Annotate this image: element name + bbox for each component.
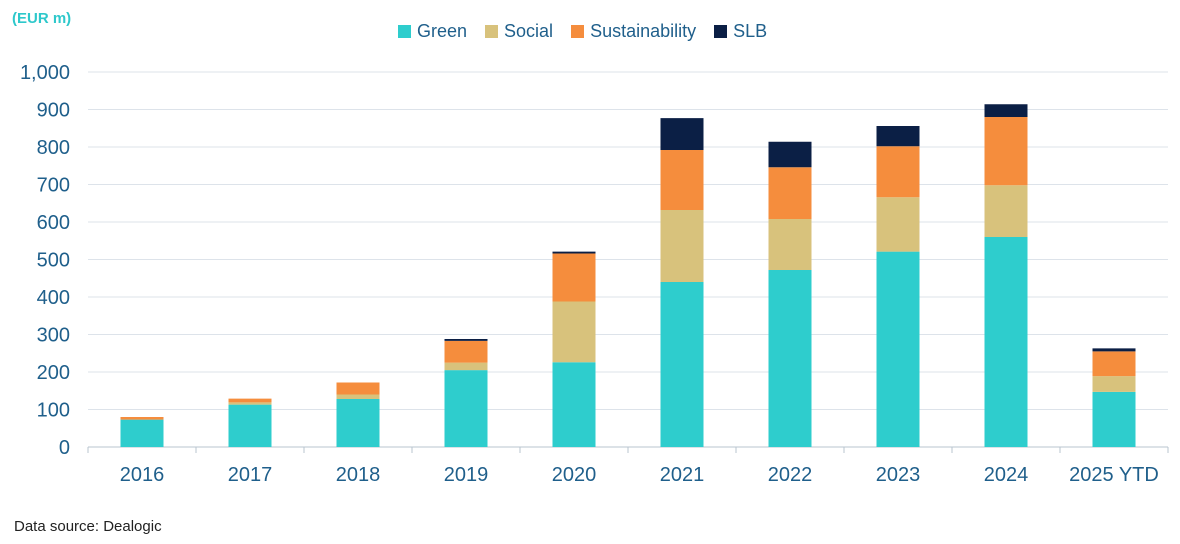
- bar-segment-green: [120, 419, 164, 447]
- bar-segment-social: [768, 219, 812, 270]
- y-tick-label: 800: [37, 137, 70, 159]
- x-tick-label: 2021: [660, 464, 705, 486]
- bar-segment-sustainability: [228, 398, 272, 403]
- data-source-note: Data source: Dealogic: [14, 518, 162, 535]
- legend-swatch-green: [398, 25, 411, 38]
- bar-segment-green: [228, 404, 272, 447]
- legend-label-sustainability: Sustainability: [590, 21, 697, 41]
- bar-segment-slb: [660, 118, 704, 150]
- y-tick-label: 200: [37, 362, 70, 384]
- bar-segment-social: [1092, 376, 1136, 392]
- bar-segment-slb: [984, 104, 1028, 117]
- bar-segment-green: [336, 399, 380, 447]
- bar-segment-slb: [768, 141, 812, 168]
- y-tick-label: 600: [37, 212, 70, 234]
- bar-segment-sustainability: [660, 150, 704, 210]
- legend-label-green: Green: [417, 21, 468, 41]
- legend-swatch-slb: [714, 25, 728, 38]
- bar-segment-green: [660, 282, 704, 447]
- y-tick-label: 0: [59, 437, 70, 459]
- bar-segment-slb: [552, 251, 596, 254]
- bar-segment-sustainability: [984, 117, 1028, 186]
- x-tick-label: 2019: [444, 464, 489, 486]
- x-tick-label: 2017: [228, 464, 273, 486]
- y-tick-label: 100: [37, 400, 70, 422]
- bar-segment-social: [984, 185, 1028, 237]
- bar-segment-green: [1092, 391, 1136, 447]
- legend-item-social: Social: [485, 21, 553, 42]
- legend-label-social: Social: [504, 21, 554, 41]
- bar-segment-sustainability: [552, 253, 596, 302]
- y-tick-label: 1,000: [20, 62, 70, 84]
- y-tick-label: 500: [37, 250, 70, 272]
- bar-segment-social: [876, 197, 920, 252]
- legend-item-slb: SLB: [714, 21, 767, 42]
- bar-segment-slb: [444, 339, 488, 341]
- x-tick-label: 2024: [984, 464, 1029, 486]
- chart-legend: Green Social Sustainability SLB: [398, 21, 767, 42]
- x-tick-label: 2020: [552, 464, 597, 486]
- y-tick-label: 300: [37, 325, 70, 347]
- bar-segment-social: [336, 394, 380, 399]
- bar-segment-sustainability: [444, 340, 488, 363]
- legend-item-sustainability: Sustainability: [571, 21, 696, 42]
- legend-swatch-sustainability: [571, 25, 585, 38]
- legend-item-green: Green: [398, 21, 467, 42]
- bar-segment-green: [444, 370, 488, 447]
- bar-segment-green: [552, 362, 596, 447]
- x-tick-label: 2016: [120, 464, 165, 486]
- bar-segment-sustainability: [120, 417, 164, 420]
- bar-segment-sustainability: [336, 382, 380, 395]
- bar-segment-sustainability: [876, 146, 920, 198]
- x-tick-label: 2025 YTD: [1069, 464, 1159, 486]
- bar-segment-social: [660, 210, 704, 282]
- legend-swatch-social: [485, 25, 499, 38]
- y-tick-label: 900: [37, 100, 70, 122]
- legend-label-slb: SLB: [733, 21, 768, 41]
- bar-segment-sustainability: [768, 167, 812, 219]
- bar-segment-slb: [1092, 348, 1136, 352]
- y-tick-label: 400: [37, 287, 70, 309]
- bar-segment-social: [444, 362, 488, 371]
- bar-segment-social: [228, 402, 272, 405]
- bar-segment-green: [984, 237, 1028, 447]
- x-tick-label: 2022: [768, 464, 813, 486]
- bar-segment-sustainability: [1092, 351, 1136, 377]
- bar-segment-green: [768, 270, 812, 447]
- bar-segment-green: [876, 251, 920, 447]
- bar-segment-social: [552, 301, 596, 363]
- x-tick-label: 2018: [336, 464, 381, 486]
- x-tick-label: 2023: [876, 464, 921, 486]
- unit-label: (EUR m): [12, 10, 72, 27]
- bar-segment-slb: [876, 126, 920, 147]
- y-tick-label: 700: [37, 175, 70, 197]
